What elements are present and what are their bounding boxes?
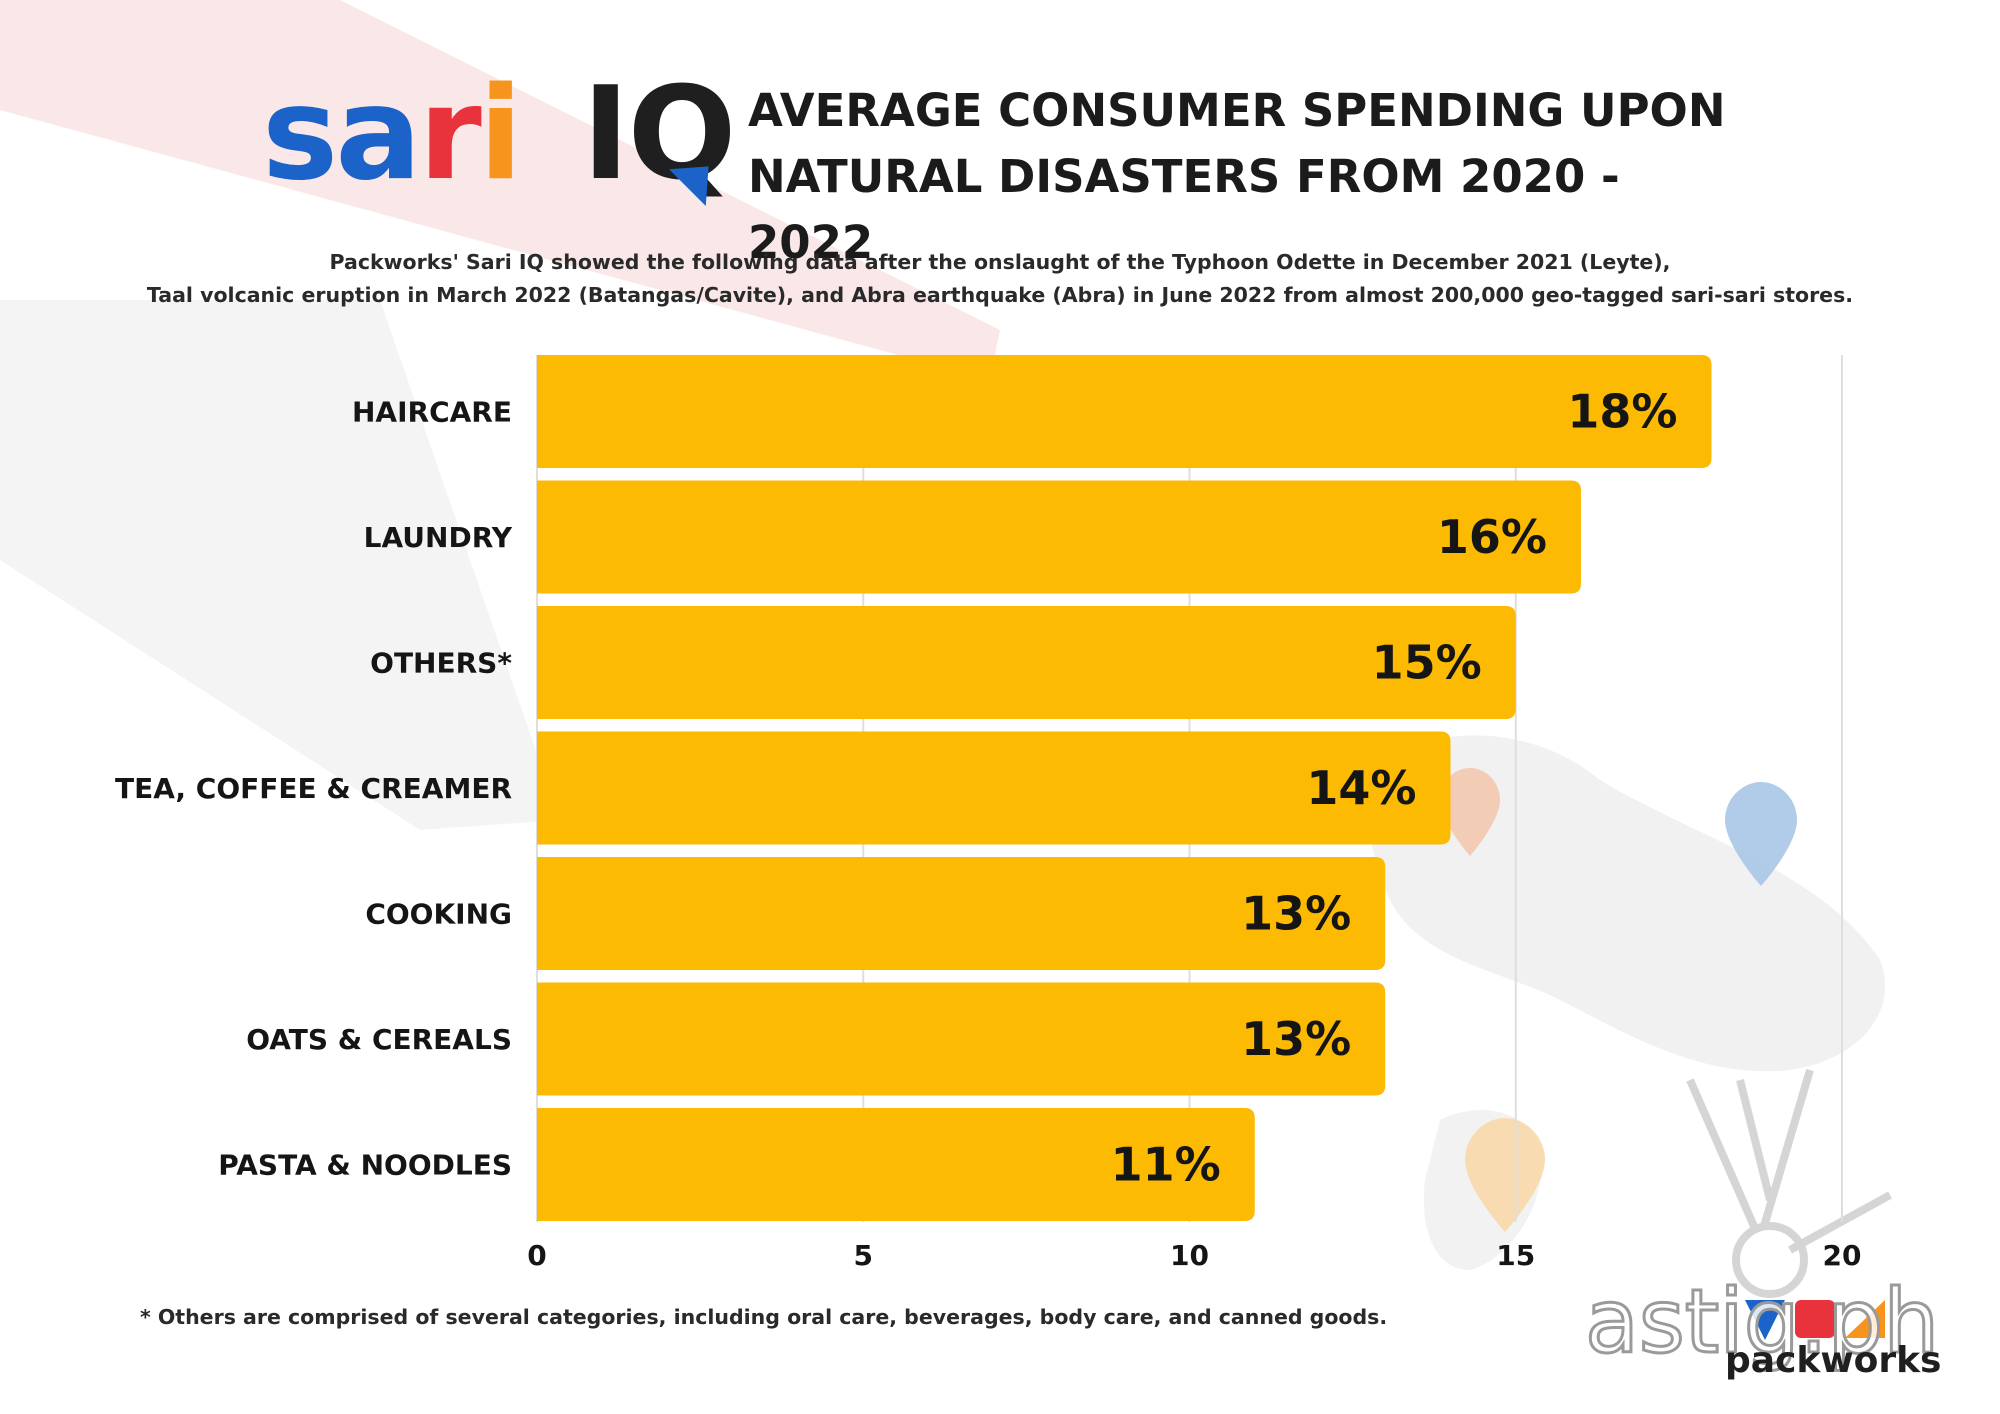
bar-4: [537, 857, 1386, 970]
category-label-0: HAIRCARE: [352, 396, 512, 429]
bar-5: [537, 982, 1386, 1096]
chart-description-line-2: Taal volcanic eruption in March 2022 (Ba…: [146, 283, 1854, 307]
x-tick-label-2: 10: [1170, 1239, 1209, 1272]
bar-value-label-4: 13%: [1241, 887, 1351, 941]
bar-value-label-2: 15%: [1372, 636, 1482, 690]
page-title-line-2: NATURAL DISASTERS FROM 2020 - 2022: [748, 150, 1620, 269]
bar-0: [537, 355, 1712, 468]
page-title: AVERAGE CONSUMER SPENDING UPON NATURAL D…: [748, 78, 1748, 276]
bar-value-label-6: 11%: [1111, 1138, 1221, 1192]
background-gray-band: [0, 300, 560, 830]
x-tick-label-4: 20: [1823, 1239, 1862, 1272]
bar-value-label-5: 13%: [1241, 1012, 1351, 1066]
bar-value-label-3: 14%: [1306, 761, 1416, 815]
bar-1: [537, 480, 1581, 594]
x-tick-label-3: 15: [1496, 1239, 1535, 1272]
brand-name: packworks: [1725, 1340, 1942, 1381]
category-label-2: OTHERS*: [370, 647, 512, 680]
category-label-6: PASTA & NOODLES: [218, 1149, 512, 1182]
category-label-1: LAUNDRY: [364, 521, 513, 554]
category-label-3: TEA, COFFEE & CREAMER: [115, 772, 512, 805]
logo-sari-text: sari: [262, 60, 523, 209]
x-tick-label-1: 5: [854, 1239, 873, 1272]
packworks-logo-shapes: [1745, 1300, 1885, 1340]
bar-3: [537, 731, 1451, 845]
location-pin-icon-small: [1440, 768, 1500, 856]
bar-2: [537, 606, 1516, 719]
chart-description: Packworks' Sari IQ showed the following …: [100, 246, 1900, 312]
page-title-line-1: AVERAGE CONSUMER SPENDING UPON: [748, 84, 1726, 137]
sari-iq-logo: sari IQ: [262, 60, 736, 209]
watermark: astig.ph: [1583, 1269, 1940, 1375]
footnote: * Others are comprised of several catego…: [140, 1305, 1388, 1329]
background-island-shape: [1369, 735, 1886, 1072]
location-pin-icon-blue: [1725, 782, 1797, 886]
logo-iq-text: IQ: [582, 60, 736, 209]
x-tick-label-0: 0: [527, 1239, 546, 1272]
bar-value-label-0: 18%: [1567, 385, 1677, 439]
category-label-5: OATS & CEREALS: [246, 1023, 512, 1056]
bar-6: [537, 1108, 1255, 1221]
background-pink-band: [0, 0, 1000, 380]
bar-value-label-1: 16%: [1437, 510, 1547, 564]
location-pin-icon-orange: [1465, 1118, 1545, 1232]
category-label-4: COOKING: [365, 898, 512, 931]
packworks-logo-graphic: [1686, 1068, 1892, 1298]
chart-description-line-1: Packworks' Sari IQ showed the following …: [329, 250, 1671, 274]
